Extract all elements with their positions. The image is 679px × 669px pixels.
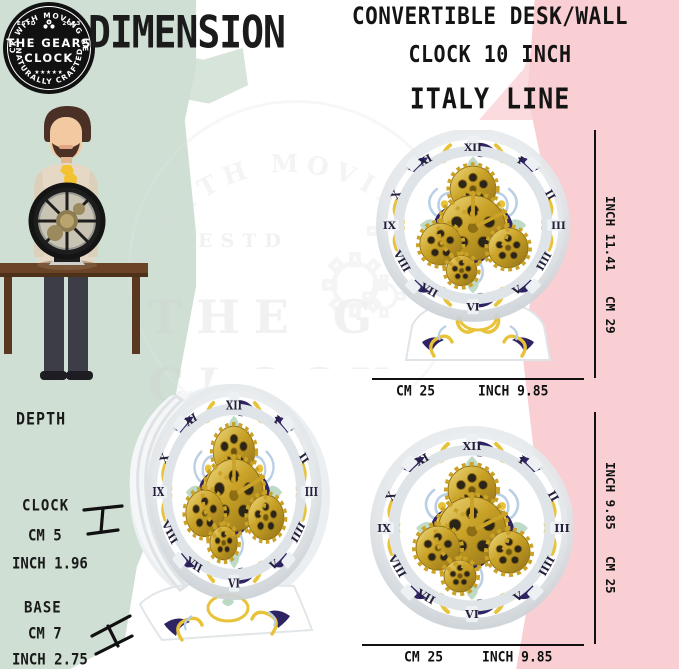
wall-clock-height-cm: CM 25 (603, 556, 618, 594)
wall-clock-width-cm: CM 25 (404, 649, 444, 666)
clock-depth-inch: INCH 1.96 (12, 555, 88, 573)
svg-text:IX: IX (377, 522, 391, 535)
desk-clock-image: XII I II III IIII V VI VII VIII IX X XI … (372, 130, 584, 361)
logo-estd-line: ESTD 2023 (3, 21, 95, 27)
logo-name: THE GEARS CLOCK (3, 36, 95, 66)
desk-clock-width-rule (372, 378, 584, 380)
numeral-i: I (515, 154, 525, 167)
svg-text:VI: VI (464, 608, 479, 621)
numeral-xii: XII (464, 142, 482, 154)
svg-text:XII: XII (463, 440, 482, 453)
svg-text:I: I (516, 453, 527, 467)
numeral-vi: VI (466, 302, 480, 314)
base-depth-label: BASE (24, 599, 62, 617)
svg-text:III: III (554, 522, 569, 535)
svg-text:VI: VI (227, 576, 240, 590)
header-line-3: ITALY LINE (409, 81, 571, 116)
side-view-clock-figure: XII I II III IIII V VI VII VIII IX X XI … (122, 372, 362, 652)
wall-clock-image: XII I II III IIII V VI VII VIII IX X XI … (356, 412, 588, 644)
brand-logo-badge: CLOCK WITH MOVING GEARS NATURALLY CRAFTE… (3, 2, 95, 94)
page-title: DIMENSION (88, 6, 286, 58)
header-line-2: CLOCK 10 INCH (408, 40, 572, 68)
svg-text:I: I (272, 412, 282, 427)
wall-clock-figure: XII I II III IIII V VI VII VIII IX X XI … (356, 412, 588, 644)
svg-text:XI: XI (413, 451, 431, 469)
svg-text:XII: XII (226, 398, 242, 412)
base-depth-ibeam-marker (90, 614, 134, 656)
clock-depth-ibeam-marker (82, 504, 124, 536)
logo-estd-label: ESTD (16, 21, 37, 27)
desk-clock-height-inch: INCH 11.41 (603, 196, 618, 272)
wall-clock-height-rule (594, 412, 596, 644)
logo-stars: ★★★★★ (34, 67, 64, 76)
header-line-1: CONVERTIBLE DESK/WALL (351, 2, 628, 30)
base-depth-inch: INCH 2.75 (12, 651, 88, 669)
logo-inner-ring (7, 6, 91, 90)
svg-text:III: III (305, 485, 318, 499)
desk-clock-height-cm: CM 29 (603, 296, 618, 334)
logo-name-line2: CLOCK (24, 51, 74, 65)
logo-name-line1: THE GEARS (6, 36, 92, 50)
numeral-ix: IX (383, 220, 397, 232)
wall-clock-width-rule (362, 644, 584, 646)
logo-estd-year: 2023 (62, 21, 82, 27)
clock-depth-cm: CM 5 (28, 527, 62, 545)
clock-depth-label: CLOCK (22, 497, 70, 515)
side-view-clock-image: XII I II III IIII V VI VII VIII IX X XI … (129, 372, 330, 642)
base-depth-cm: CM 7 (28, 625, 62, 643)
numeral-xi: XI (417, 152, 434, 169)
logo-gear-icon (38, 16, 60, 35)
wall-clock-width-inch: INCH 9.85 (482, 649, 553, 666)
numeral-iii: III (551, 220, 566, 232)
desk-clock-width-inch: INCH 9.85 (478, 383, 549, 400)
wall-clock-height-inch: INCH 9.85 (603, 462, 618, 530)
svg-text:XI: XI (183, 410, 199, 430)
desk-clock-height-rule (594, 130, 596, 378)
svg-text:IX: IX (152, 485, 164, 499)
desk-clock-figure: XII I II III IIII V VI VII VIII IX X XI … (372, 130, 584, 370)
desk-clock-width-cm: CM 25 (396, 383, 436, 400)
depth-section-label: DEPTH (16, 408, 67, 430)
illustration-man-at-desk (0, 105, 148, 380)
